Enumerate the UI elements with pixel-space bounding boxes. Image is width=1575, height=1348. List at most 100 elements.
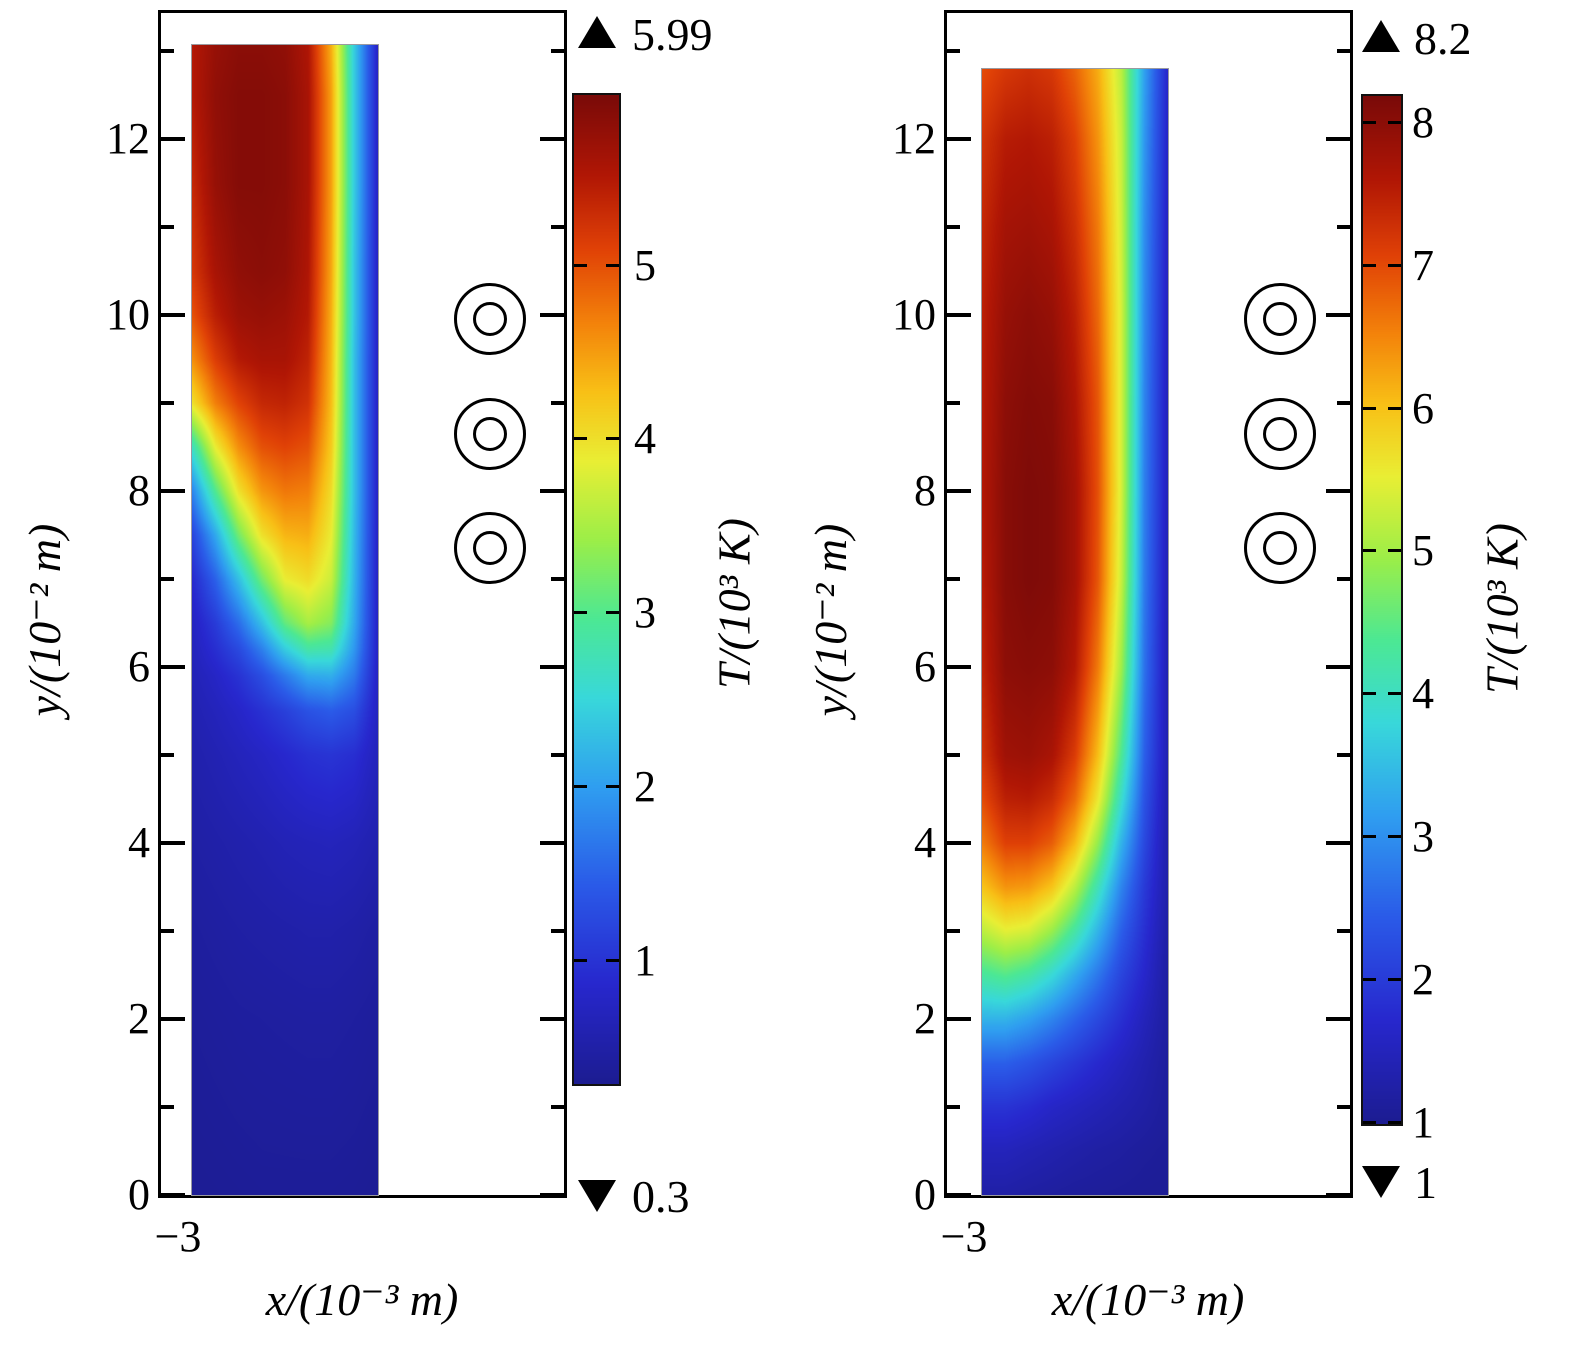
probe-marker-inner-circle [473,416,507,451]
colorbar-tick [606,263,619,267]
colorbar-tick [1363,549,1376,553]
plot-frame-right [944,10,1353,1198]
y-axis-tick [1326,489,1350,493]
y-axis-tick [161,49,174,53]
y-axis-tick [947,1017,971,1021]
y-axis-tick [1326,1017,1350,1021]
y-axis-tick [551,225,564,229]
probe-marker-inner-circle [1263,302,1297,337]
colorbar-tick [1363,121,1376,125]
y-tick-label: 0 [914,1170,936,1219]
y-axis-tick [1337,753,1350,757]
y-tick-label: 0 [128,1170,150,1219]
y-axis-tick [947,665,971,669]
y-axis-tick [161,401,174,405]
y-axis-tick [161,225,174,229]
x-tick-label-left: −3 [154,1212,202,1261]
colorbar-tick [1388,834,1401,838]
y-tick-label: 8 [914,466,936,515]
y-axis-tick [1337,225,1350,229]
y-axis-tick [161,1105,174,1109]
temperature-heatmap-right [981,68,1169,1196]
y-tick-label: 12 [892,114,936,163]
colorbar-tick [606,611,619,615]
y-axis-tick [540,489,564,493]
y-axis-tick [161,1193,185,1197]
y-axis-tick [540,313,564,317]
colorbar-tick [574,437,587,441]
colorbar-tick [1363,977,1376,981]
y-axis-tick [1337,49,1350,53]
colorbar-tick-label: 7 [1412,240,1434,290]
y-tick-label: 12 [106,114,150,163]
y-axis-tick [1337,577,1350,581]
colorbar-tick-label: 6 [1412,383,1434,433]
probe-marker-inner-circle [473,531,507,566]
colorbar-tick-label: 1 [634,935,656,985]
colorbar-right [1361,94,1403,1126]
probe-marker-outer-circle [454,512,526,585]
y-axis-tick [947,1193,971,1197]
y-axis-tick [1326,665,1350,669]
colorbar-tick [1388,692,1401,696]
y-axis-tick [947,489,971,493]
y-axis-tick [947,753,960,757]
colorbar-tick [606,958,619,962]
y-axis-tick [161,313,185,317]
y-axis-tick [1337,401,1350,405]
y-axis-tick [540,841,564,845]
colorbar-tick-label: 4 [634,414,656,464]
colorbar-tick-label: 2 [634,762,656,812]
y-axis-tick [540,665,564,669]
y-axis-tick [947,313,971,317]
triangle-up-icon-right [1362,20,1400,52]
probe-marker-inner-circle [473,302,507,337]
probe-marker-outer-circle [1244,397,1316,470]
plot-frame-left [158,10,567,1198]
colorbar-left [572,93,621,1086]
probe-marker-outer-circle [454,397,526,470]
colorbar-tick-label: 3 [1412,811,1434,861]
colorbar-max-value-left: 5.99 [632,9,713,60]
y-axis-tick [947,1105,960,1109]
y-axis-tick [947,401,960,405]
y-axis-tick [947,49,960,53]
colorbar-tick [606,437,619,441]
probe-marker-outer-circle [1244,512,1316,585]
y-axis-tick [540,137,564,141]
colorbar-label-right: T/(10³ K) [1476,523,1528,694]
y-axis-tick [551,49,564,53]
colorbar-min-value-left: 0.3 [632,1171,690,1222]
colorbar-tick [1363,1120,1376,1124]
y-axis-tick [161,665,185,669]
colorbar-tick [1363,834,1376,838]
colorbar-tick [1363,406,1376,410]
y-tick-label: 2 [914,994,936,1043]
x-tick-label-right: −3 [940,1212,988,1261]
y-axis-tick [1326,137,1350,141]
y-axis-tick [551,1105,564,1109]
y-axis-tick [1326,313,1350,317]
colorbar-tick [1363,263,1376,267]
y-axis-tick [551,753,564,757]
colorbar-tick [574,263,587,267]
colorbar-tick [1363,692,1376,696]
y-axis-tick [551,401,564,405]
colorbar-tick [574,785,587,789]
y-axis-tick [1326,841,1350,845]
y-axis-tick [161,841,185,845]
y-tick-label: 6 [914,642,936,691]
triangle-down-icon-left [578,1180,616,1212]
y-axis-tick [161,577,174,581]
y-tick-label: 8 [128,466,150,515]
colorbar-tick-label: 5 [1412,526,1434,576]
colorbar-tick [1388,1120,1401,1124]
colorbar-tick [1388,549,1401,553]
y-axis-tick [1337,929,1350,933]
colorbar-tick [1388,406,1401,410]
y-axis-tick [540,1193,564,1197]
colorbar-tick [1388,977,1401,981]
y-axis-tick [947,137,971,141]
temperature-heatmap-left [191,44,379,1196]
